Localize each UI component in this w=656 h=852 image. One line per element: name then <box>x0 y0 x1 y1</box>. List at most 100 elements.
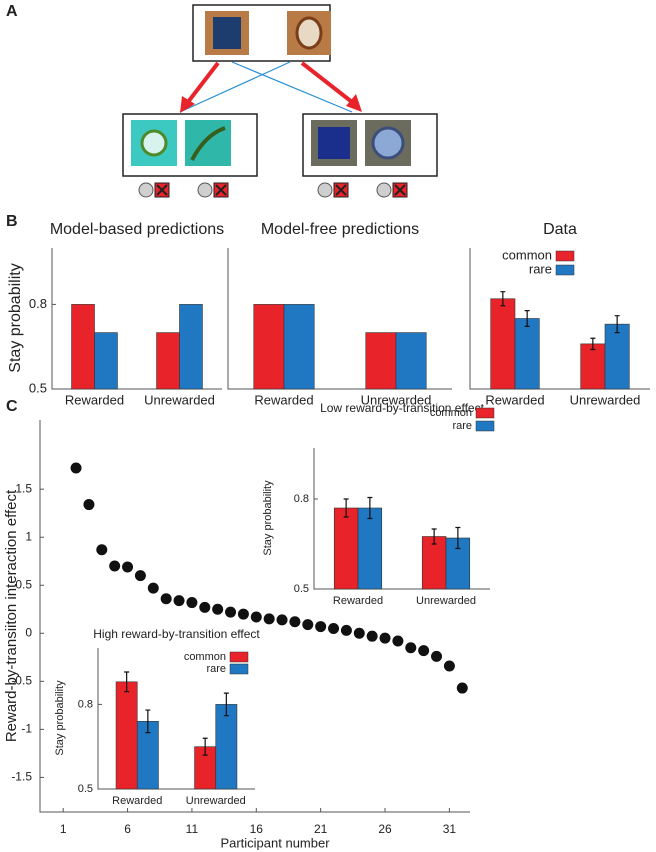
y-tick-label: -0.5 <box>11 674 32 688</box>
common-transition <box>186 61 220 104</box>
x-tick-label: Unrewarded <box>361 392 432 407</box>
legend-swatch <box>475 407 495 419</box>
data-point <box>250 611 262 623</box>
data-point <box>70 462 82 474</box>
data-point <box>276 614 288 626</box>
stimulus-detail <box>295 16 323 50</box>
error-bar <box>124 671 130 693</box>
data-point <box>379 632 391 644</box>
x-tick-label: 1 <box>60 822 67 836</box>
legend-label: rare <box>206 663 226 675</box>
stimulus-detail <box>318 127 350 159</box>
data-point <box>83 499 95 511</box>
x-tick-label: 11 <box>186 822 199 836</box>
data-point <box>289 616 301 628</box>
legend-swatch <box>555 264 575 276</box>
y-tick-label: 0.8 <box>78 698 93 710</box>
data-point <box>366 630 378 642</box>
x-tick-label: 26 <box>378 822 392 836</box>
x-tick-label: Rewarded <box>254 392 313 407</box>
rare-transition <box>231 61 353 113</box>
legend-label: common <box>184 651 226 663</box>
y-tick-label: 0.8 <box>294 493 309 505</box>
bar <box>333 507 359 590</box>
x-axis-label: Participant number <box>220 835 330 850</box>
stimulus-detail <box>140 129 168 157</box>
bar <box>283 304 315 390</box>
y-tick-label: 0 <box>25 625 32 639</box>
bar <box>253 304 285 390</box>
data-point <box>418 645 430 657</box>
x-tick-label: Rewarded <box>485 392 544 407</box>
reward-icons <box>138 182 408 198</box>
bar <box>365 332 397 390</box>
y-tick-label: -1.5 <box>11 770 32 784</box>
bar <box>215 704 238 790</box>
x-tick-label: Rewarded <box>333 595 383 607</box>
legend-swatch <box>229 651 249 663</box>
data-point <box>122 561 134 573</box>
y-tick-label: 0.8 <box>29 296 47 311</box>
data-point <box>456 682 468 694</box>
legend-swatch <box>555 250 575 262</box>
error-bar <box>223 692 229 717</box>
x-tick-label: Unrewarded <box>186 795 246 807</box>
chart-title: High reward-by-transition effect <box>93 627 260 641</box>
y-tick-label: 0.5 <box>78 783 93 795</box>
y-tick-label: 0.5 <box>294 583 309 595</box>
x-tick-label: Rewarded <box>65 392 124 407</box>
y-axis-label: Reward-by-transiiton interaction effect <box>3 489 20 742</box>
bar <box>179 304 203 390</box>
data-point <box>237 608 249 620</box>
legend-label: rare <box>452 420 472 432</box>
bar <box>604 323 630 390</box>
x-tick-label: 6 <box>124 822 131 836</box>
chart-title: Low reward-by-transition effect <box>320 401 485 415</box>
rare-transition <box>179 61 291 113</box>
x-tick-label: 31 <box>443 822 457 836</box>
arrow-head <box>180 96 195 113</box>
chart-title: Model-based predictions <box>50 221 224 238</box>
error-bar <box>145 709 151 734</box>
data-point <box>328 622 340 634</box>
legend-label: common <box>430 407 472 419</box>
bar <box>115 681 138 790</box>
axis <box>39 420 470 813</box>
error-bar <box>455 526 461 550</box>
data-point <box>96 544 108 556</box>
y-tick-label: 0.5 <box>15 577 32 591</box>
data-point <box>405 642 417 654</box>
y-axis-label: Stay probability <box>262 480 274 556</box>
data-point <box>225 606 237 618</box>
data-point <box>315 621 327 633</box>
bar <box>514 318 540 390</box>
error-bar <box>367 496 373 520</box>
error-bar <box>524 310 530 327</box>
panel-label: C <box>6 398 18 415</box>
bar <box>395 332 427 390</box>
data-point <box>134 570 146 582</box>
data-point <box>431 650 443 662</box>
data-point <box>302 619 314 631</box>
error-bar <box>500 291 506 307</box>
data-point <box>392 635 404 647</box>
y-axis-label: Stay probability <box>7 263 24 372</box>
data-point <box>109 560 121 572</box>
y-tick-label: 0.5 <box>29 380 47 395</box>
bar <box>490 298 516 390</box>
data-point <box>160 593 172 605</box>
chart-title: Data <box>543 221 577 238</box>
panel-label: A <box>6 3 18 20</box>
y-axis-label: Stay probability <box>54 680 66 756</box>
data-point <box>443 660 455 672</box>
x-tick-label: 16 <box>250 822 264 836</box>
legend-label: common <box>502 247 552 262</box>
panel-label: B <box>6 213 18 230</box>
stimulus-detail <box>371 126 405 160</box>
bar <box>71 304 95 390</box>
bar <box>94 332 118 390</box>
bar <box>580 343 606 390</box>
data-point <box>173 595 185 607</box>
data-point <box>340 624 352 636</box>
